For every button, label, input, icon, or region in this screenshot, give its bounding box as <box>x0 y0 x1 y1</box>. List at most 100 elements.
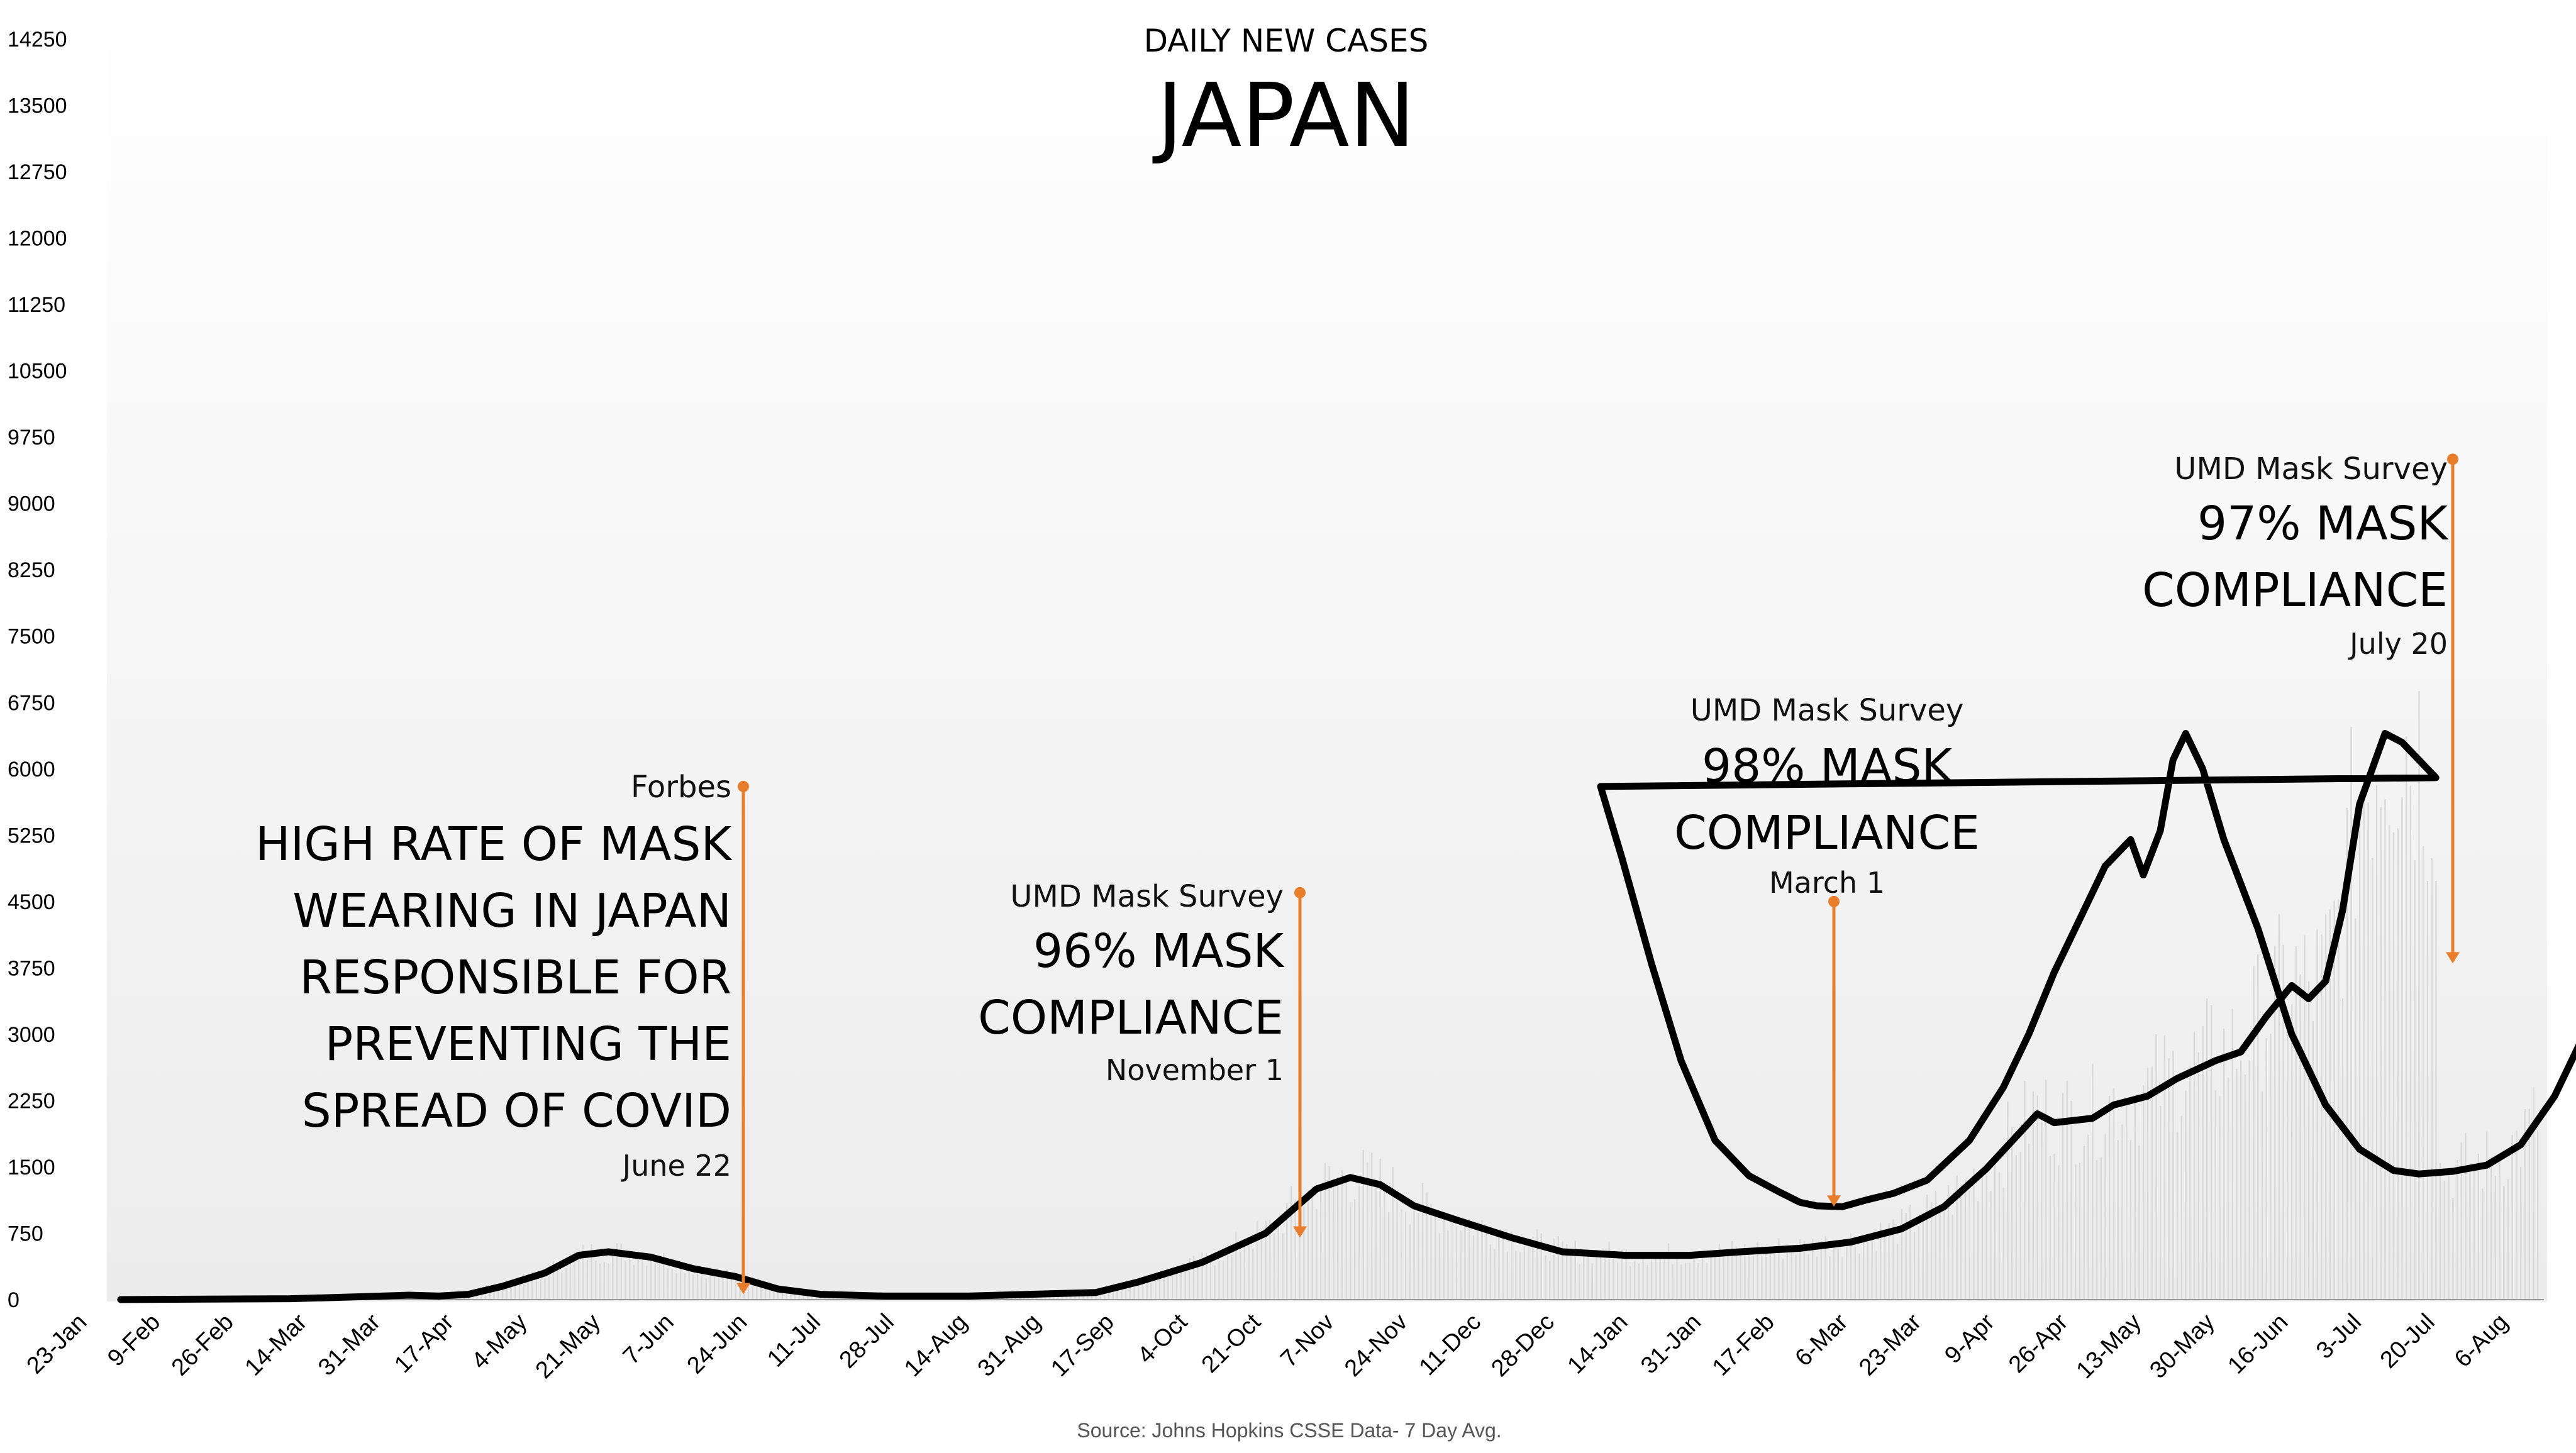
daily-bar <box>1506 1252 1509 1300</box>
daily-bar <box>1659 1253 1661 1300</box>
daily-bar <box>2321 934 2323 1300</box>
daily-bar <box>1693 1258 1695 1300</box>
daily-bar <box>1553 1239 1555 1300</box>
daily-bar <box>2163 1036 2166 1300</box>
daily-bar <box>1116 1290 1118 1300</box>
annotation-headline-line: PREVENTING THE <box>325 1017 731 1071</box>
annotation-arrow-head <box>1827 1195 1841 1207</box>
daily-bar <box>1591 1263 1593 1300</box>
x-axis: 23-Jan 9-Feb 26-Feb 14-Mar 31-Mar 17-Apr 4-May… <box>21 1308 2513 1384</box>
daily-bar <box>2210 1005 2212 1300</box>
daily-bar <box>1731 1240 1733 1300</box>
daily-bar <box>1481 1220 1483 1300</box>
daily-bar <box>2533 1086 2534 1300</box>
daily-bar <box>709 1267 711 1300</box>
daily-bar <box>756 1286 758 1300</box>
daily-bar <box>2248 1060 2250 1300</box>
daily-bar <box>2155 1034 2157 1300</box>
daily-bar <box>2372 858 2373 1300</box>
daily-bar <box>2151 1066 2153 1300</box>
x-tick-label: 13-May <box>2072 1309 2146 1384</box>
daily-bar <box>1977 1201 1979 1300</box>
x-tick-label: 21-May <box>531 1309 606 1384</box>
daily-bar <box>629 1253 631 1300</box>
daily-bar <box>1778 1238 1780 1300</box>
daily-bar <box>2180 1116 2183 1300</box>
daily-bar <box>1884 1234 1886 1300</box>
daily-bar <box>2134 1095 2136 1300</box>
daily-bar <box>2104 1134 2106 1300</box>
series-line-7day-avg <box>117 730 2576 1303</box>
annotation-headline-line: 98% MASK <box>1702 739 1953 793</box>
daily-bar <box>798 1291 801 1300</box>
daily-bar <box>1629 1266 1631 1300</box>
annotation-arrow-head <box>2446 952 2460 964</box>
daily-bar <box>531 1271 533 1300</box>
daily-bar <box>1197 1265 1199 1300</box>
daily-bar <box>1896 1244 1899 1300</box>
daily-bar <box>591 1244 592 1300</box>
daily-bar <box>1549 1261 1551 1300</box>
x-tick-label: 28-Dec <box>1486 1309 1559 1382</box>
daily-bar <box>527 1278 529 1300</box>
daily-bar <box>1226 1243 1229 1300</box>
daily-bar <box>807 1294 809 1300</box>
daily-bar <box>1379 1158 1381 1300</box>
y-tick-label: 10500 <box>8 360 67 384</box>
daily-bar <box>1345 1183 1347 1300</box>
daily-bar <box>1820 1246 1822 1300</box>
daily-bar <box>2469 1171 2471 1300</box>
daily-bar <box>671 1268 673 1300</box>
daily-bar <box>692 1274 694 1300</box>
y-tick-label: 5250 <box>8 824 55 848</box>
daily-bar <box>2473 1164 2475 1300</box>
daily-bar <box>484 1289 487 1300</box>
daily-bar <box>2032 1091 2035 1300</box>
daily-bar <box>2333 900 2335 1300</box>
x-tick-label: 7-Jun <box>618 1309 679 1370</box>
y-tick-label: 7500 <box>8 625 55 649</box>
daily-bar <box>501 1290 504 1300</box>
y-tick-label: 4500 <box>8 890 55 914</box>
daily-bar <box>2537 1130 2539 1300</box>
annotation-date: July 20 <box>2348 627 2448 661</box>
daily-bar <box>1646 1265 1648 1300</box>
daily-bar <box>625 1261 626 1300</box>
daily-bar <box>540 1274 541 1300</box>
daily-bar <box>1222 1261 1224 1300</box>
annotation-headline-line: 96% MASK <box>1033 924 1285 978</box>
daily-bar <box>2524 1109 2526 1300</box>
y-tick-label: 14250 <box>8 28 67 52</box>
daily-bar <box>1803 1240 1806 1300</box>
daily-bar <box>1180 1273 1182 1300</box>
daily-bar <box>1812 1239 1814 1300</box>
y-tick-label: 3750 <box>8 956 55 980</box>
daily-bar <box>1108 1288 1110 1300</box>
daily-bar <box>1273 1233 1275 1300</box>
daily-bar <box>2019 1151 2021 1300</box>
daily-bar <box>1532 1237 1534 1300</box>
daily-bar <box>790 1290 792 1300</box>
daily-bar <box>726 1268 728 1300</box>
daily-bar <box>1146 1274 1148 1300</box>
x-tick-label: 4-Oct <box>1133 1308 1193 1369</box>
daily-bar <box>1485 1228 1487 1300</box>
daily-bar <box>1909 1205 1911 1300</box>
daily-bar <box>1968 1191 1970 1300</box>
daily-bar <box>701 1271 703 1300</box>
daily-bar <box>2253 966 2255 1300</box>
daily-bar <box>1370 1152 1373 1300</box>
daily-bar <box>2083 1146 2085 1300</box>
daily-bar <box>2295 946 2297 1300</box>
daily-bar <box>696 1269 699 1300</box>
daily-bar <box>1167 1276 1169 1300</box>
daily-bar <box>2312 1021 2314 1300</box>
daily-bar <box>1841 1257 1843 1300</box>
daily-bar <box>1336 1177 1339 1300</box>
daily-bar <box>1418 1212 1419 1300</box>
daily-bar <box>1557 1236 1559 1300</box>
daily-bar <box>1655 1254 1657 1300</box>
daily-bar <box>1608 1242 1610 1300</box>
series-line-layer <box>117 730 2576 1303</box>
daily-bar <box>2066 1080 2068 1300</box>
